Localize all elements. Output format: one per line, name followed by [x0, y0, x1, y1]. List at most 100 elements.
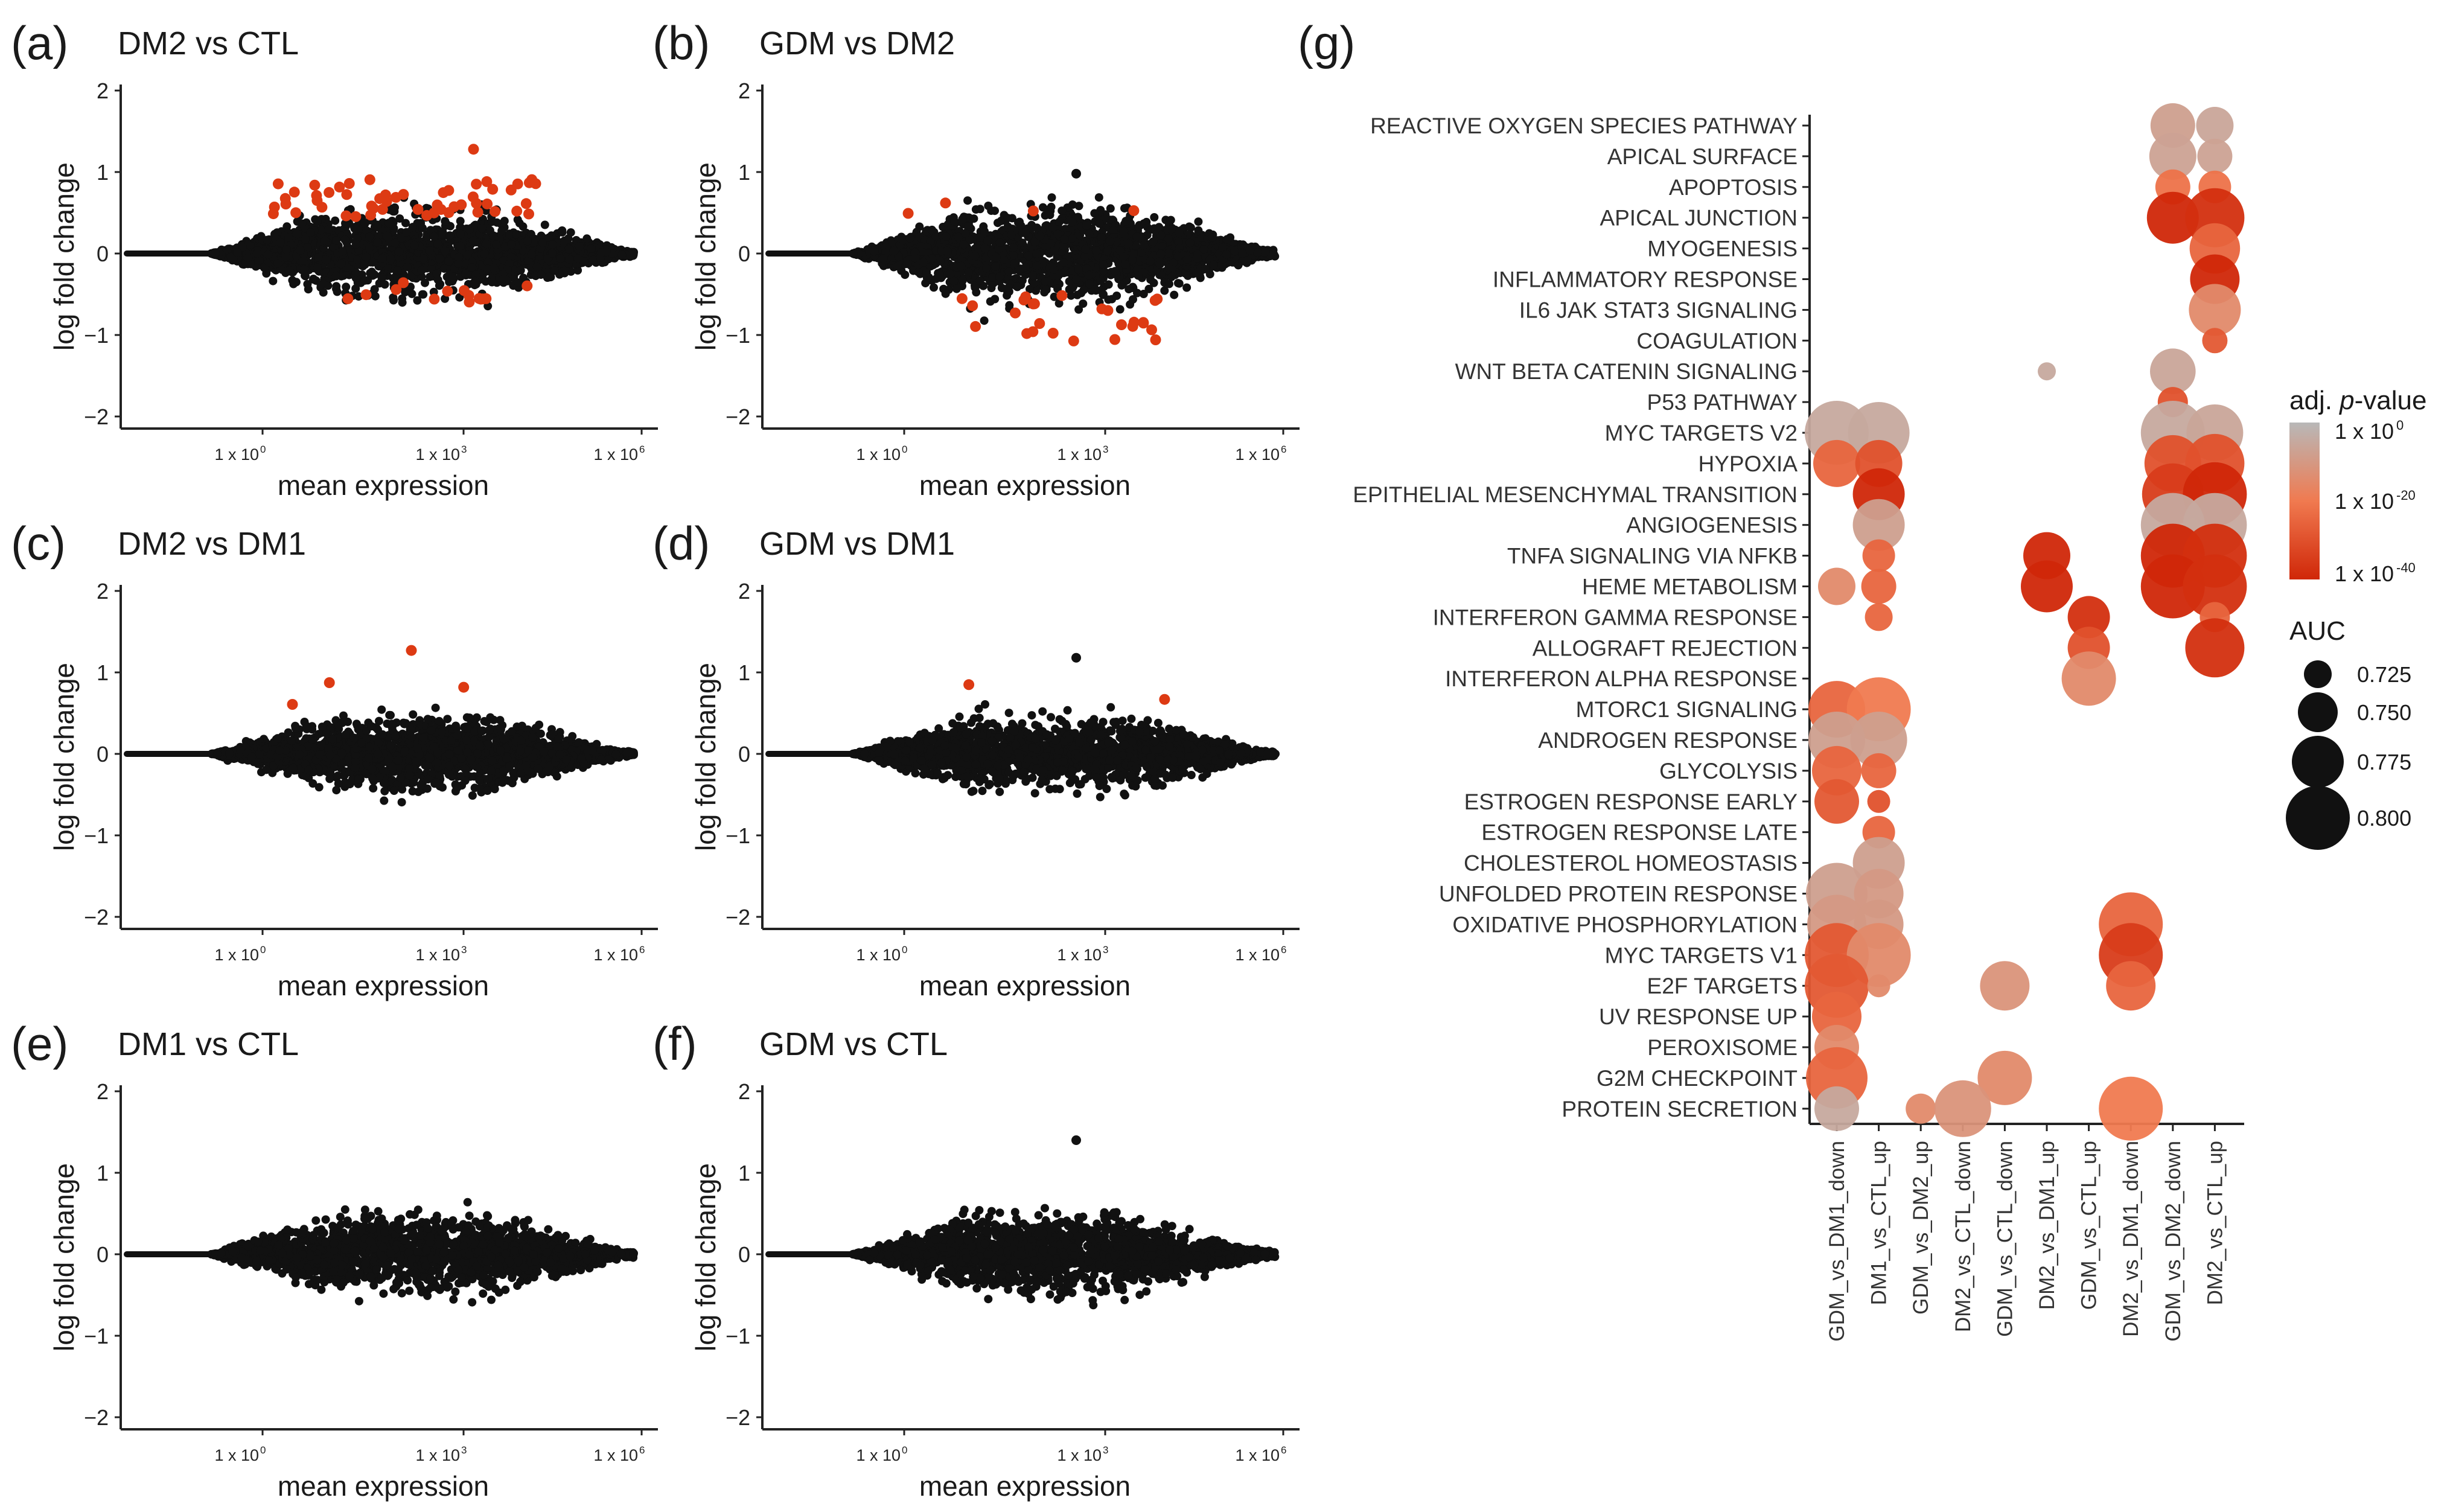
significant-point — [1116, 319, 1127, 330]
point — [233, 248, 241, 257]
point — [432, 269, 441, 278]
significant-point — [459, 285, 470, 296]
y-axis-label: log fold change — [48, 162, 80, 351]
point — [497, 226, 506, 235]
significant-point — [1047, 328, 1059, 339]
point — [398, 298, 407, 307]
significant-point — [464, 296, 475, 308]
significant-point — [429, 293, 440, 305]
point — [1050, 246, 1059, 255]
significant-point — [512, 178, 523, 190]
point — [1047, 193, 1056, 202]
significant-point — [1138, 317, 1149, 329]
point — [322, 255, 331, 264]
point — [1199, 245, 1208, 254]
point — [538, 238, 547, 247]
point — [544, 273, 553, 282]
panel-title: DM2 vs DM1 — [118, 526, 306, 562]
significant-point — [490, 206, 500, 217]
panel-letter: (b) — [652, 16, 710, 69]
point — [1004, 267, 1013, 276]
point — [1230, 246, 1239, 255]
point — [468, 236, 477, 245]
point — [482, 240, 491, 249]
significant-point — [1010, 307, 1021, 319]
x-tick-base: 1 x 10 — [1057, 445, 1102, 464]
point — [314, 253, 323, 261]
point — [433, 240, 442, 249]
point — [1140, 241, 1149, 250]
significant-point — [280, 199, 292, 209]
point — [1042, 285, 1051, 295]
point — [1201, 264, 1210, 273]
significant-point — [940, 197, 951, 209]
significant-point — [467, 191, 479, 203]
significant-point — [1027, 205, 1039, 217]
point — [1071, 275, 1080, 284]
point — [293, 229, 302, 238]
point — [1097, 232, 1106, 241]
point — [289, 279, 298, 289]
significant-point — [1068, 335, 1079, 346]
point — [340, 235, 349, 244]
point — [565, 255, 574, 264]
point — [1164, 234, 1173, 243]
point — [587, 244, 596, 254]
x-tick-label: 1 x 10 — [593, 445, 638, 464]
significant-point — [272, 178, 284, 190]
point — [351, 240, 360, 249]
point — [425, 246, 434, 255]
point — [1103, 246, 1112, 255]
point — [445, 231, 455, 240]
significant-point — [472, 206, 483, 218]
point — [1099, 260, 1108, 269]
y-tick-label: 2 — [738, 78, 750, 103]
point — [1208, 233, 1217, 242]
point — [1081, 244, 1090, 254]
point — [455, 252, 464, 261]
x-tick-label: 1 x 10 — [1235, 445, 1280, 464]
point — [301, 235, 310, 244]
point — [1167, 225, 1175, 234]
significant-point — [442, 285, 453, 297]
y-tick-label: 0 — [97, 241, 109, 266]
significant-point — [289, 187, 300, 198]
point — [273, 259, 282, 268]
point — [1068, 217, 1077, 226]
point — [276, 238, 285, 247]
point — [448, 272, 457, 281]
point — [360, 276, 369, 285]
x-tick-exponent: 6 — [639, 944, 645, 955]
point — [1222, 235, 1231, 244]
point — [384, 219, 394, 228]
point — [304, 285, 313, 294]
significant-point — [365, 209, 377, 221]
point — [983, 236, 992, 245]
point — [995, 272, 1004, 281]
point — [995, 238, 1004, 247]
point — [971, 205, 980, 214]
point — [332, 282, 341, 291]
significant-point — [398, 277, 409, 289]
significant-point — [443, 185, 455, 196]
point — [463, 250, 472, 260]
significant-point — [522, 280, 533, 292]
significant-point — [970, 321, 981, 332]
point — [540, 220, 549, 229]
point — [963, 196, 972, 205]
point — [296, 246, 305, 255]
point — [516, 266, 525, 275]
point — [490, 264, 499, 272]
point — [556, 254, 565, 263]
point — [1129, 295, 1137, 304]
significant-point — [309, 179, 321, 191]
point — [211, 249, 220, 258]
x-tick-label: 1 x 10 — [214, 445, 259, 464]
point — [936, 257, 945, 266]
point — [1104, 280, 1113, 289]
points-nonsignificant — [124, 703, 638, 807]
point — [849, 249, 858, 258]
significant-point — [482, 198, 493, 209]
significant-point — [342, 293, 354, 304]
point — [377, 273, 386, 282]
